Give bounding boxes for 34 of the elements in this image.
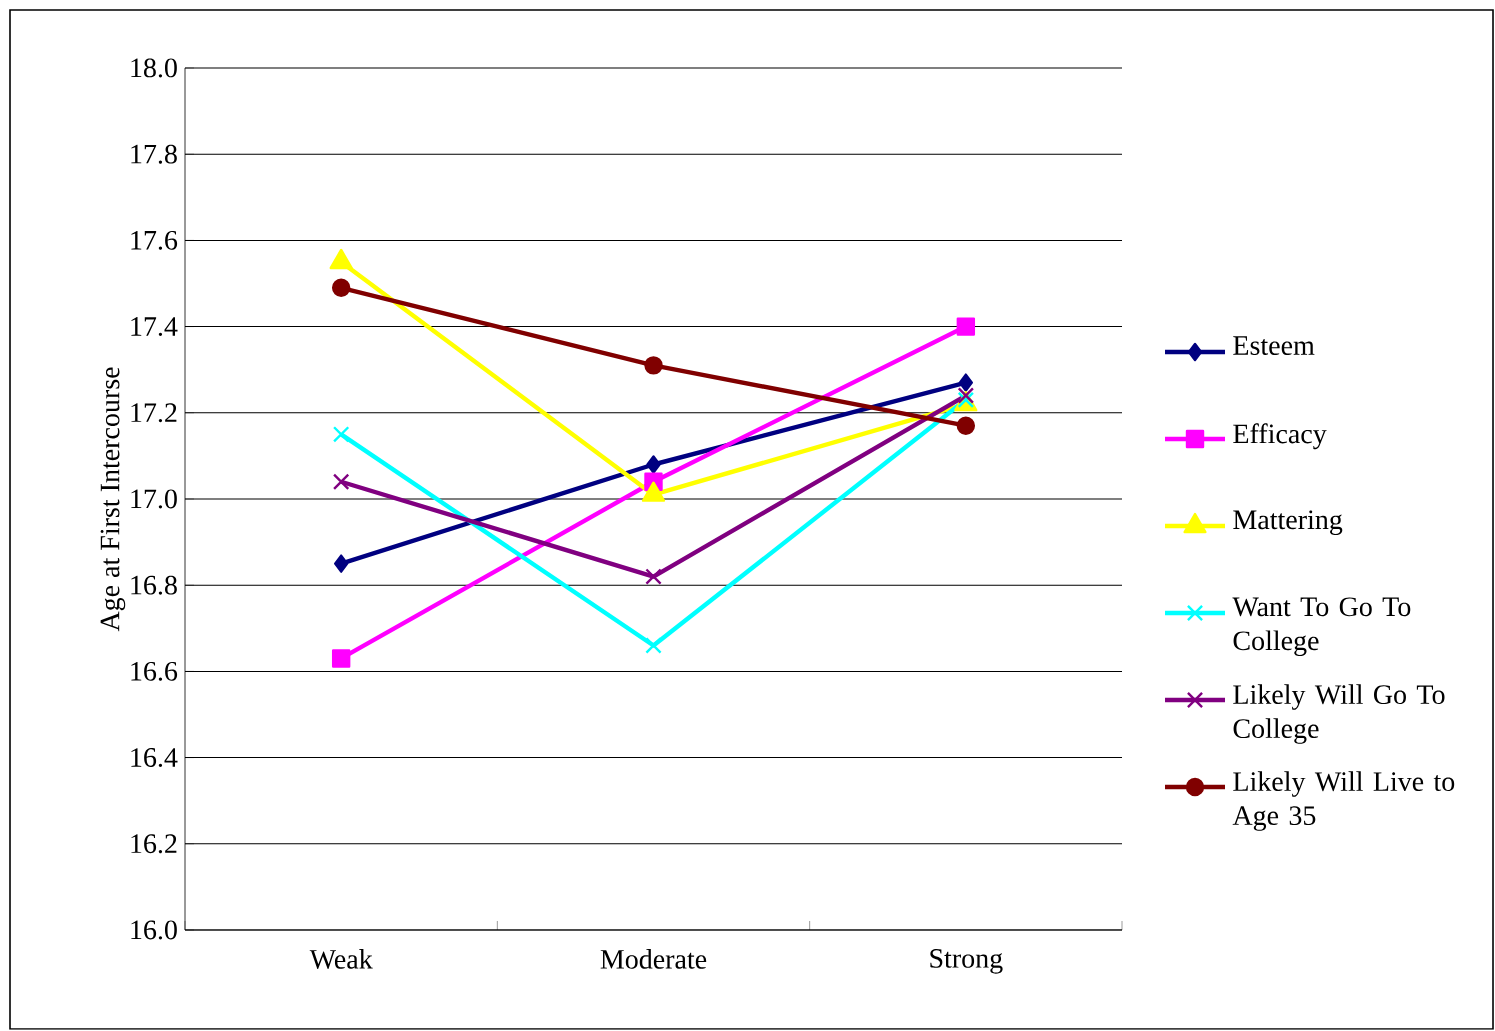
point	[331, 278, 351, 297]
y-tick-label: 17.0	[131, 489, 177, 509]
point	[956, 317, 976, 336]
y-tick-label: 17.2	[131, 403, 177, 423]
legend-label: Esteem	[1233, 336, 1315, 355]
y-tick-label: 16.4	[131, 748, 178, 768]
point	[332, 473, 350, 491]
point	[331, 649, 351, 668]
legend-label: Mattering	[1233, 510, 1343, 535]
x-tick-label: Strong	[930, 949, 1003, 974]
y-axis-title: Age at First Intercourse	[100, 367, 126, 632]
y-tick-label: 17.4	[131, 317, 178, 337]
point	[957, 387, 975, 404]
y-tick-label: 16.2	[131, 834, 177, 854]
x-tick-label: Moderate	[600, 949, 707, 969]
legend-label: Likely Will Go To College	[1233, 684, 1445, 744]
point	[644, 356, 663, 375]
point	[645, 568, 662, 585]
point	[332, 426, 350, 443]
point	[958, 373, 974, 392]
point	[646, 455, 661, 474]
point	[956, 416, 976, 435]
legend-label: Efficacy	[1233, 423, 1327, 450]
y-tick-label: 18.0	[131, 58, 177, 78]
x-tick-label: Weak	[309, 949, 373, 969]
y-tick-label: 17.8	[131, 144, 177, 164]
y-tick-label: 16.0	[131, 920, 177, 940]
y-tick-label: 16.8	[131, 575, 177, 595]
legend-label: Want To Go To College	[1232, 597, 1411, 656]
point	[645, 637, 662, 654]
y-tick-label: 17.6	[131, 230, 178, 250]
legend-label: Likely Will Live to Age 35	[1232, 771, 1455, 831]
point	[333, 554, 349, 573]
y-tick-label: 16.6	[131, 661, 178, 681]
